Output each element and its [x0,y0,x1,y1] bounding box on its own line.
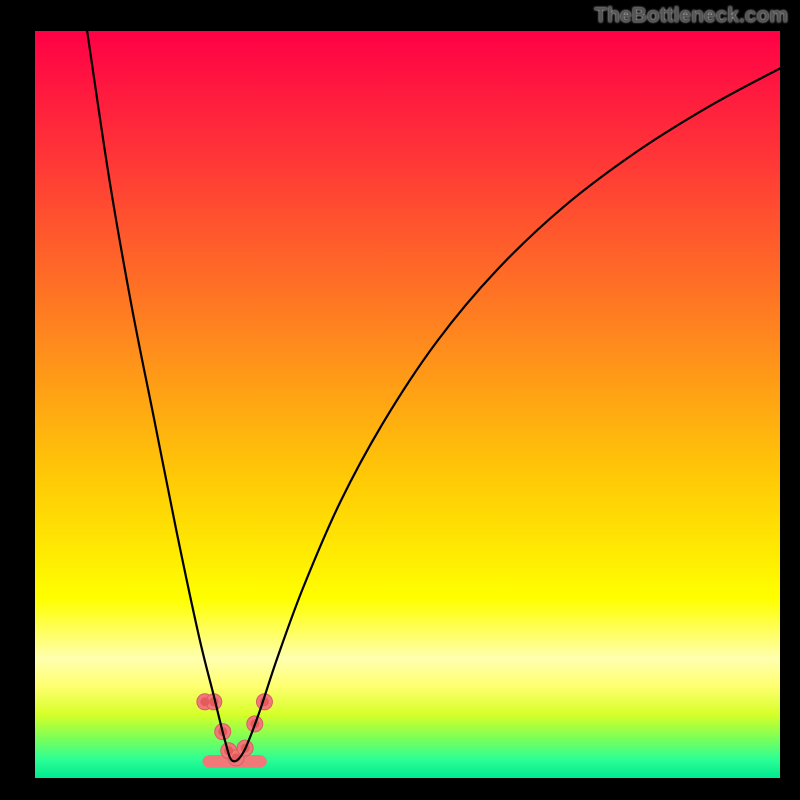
chart-container: { "watermark": { "text": "TheBottleneck.… [0,0,800,800]
bottleneck-chart [0,0,800,800]
marker-dot [200,697,209,706]
plot-area [35,31,780,778]
watermark-text: TheBottleneck.com [594,4,788,28]
